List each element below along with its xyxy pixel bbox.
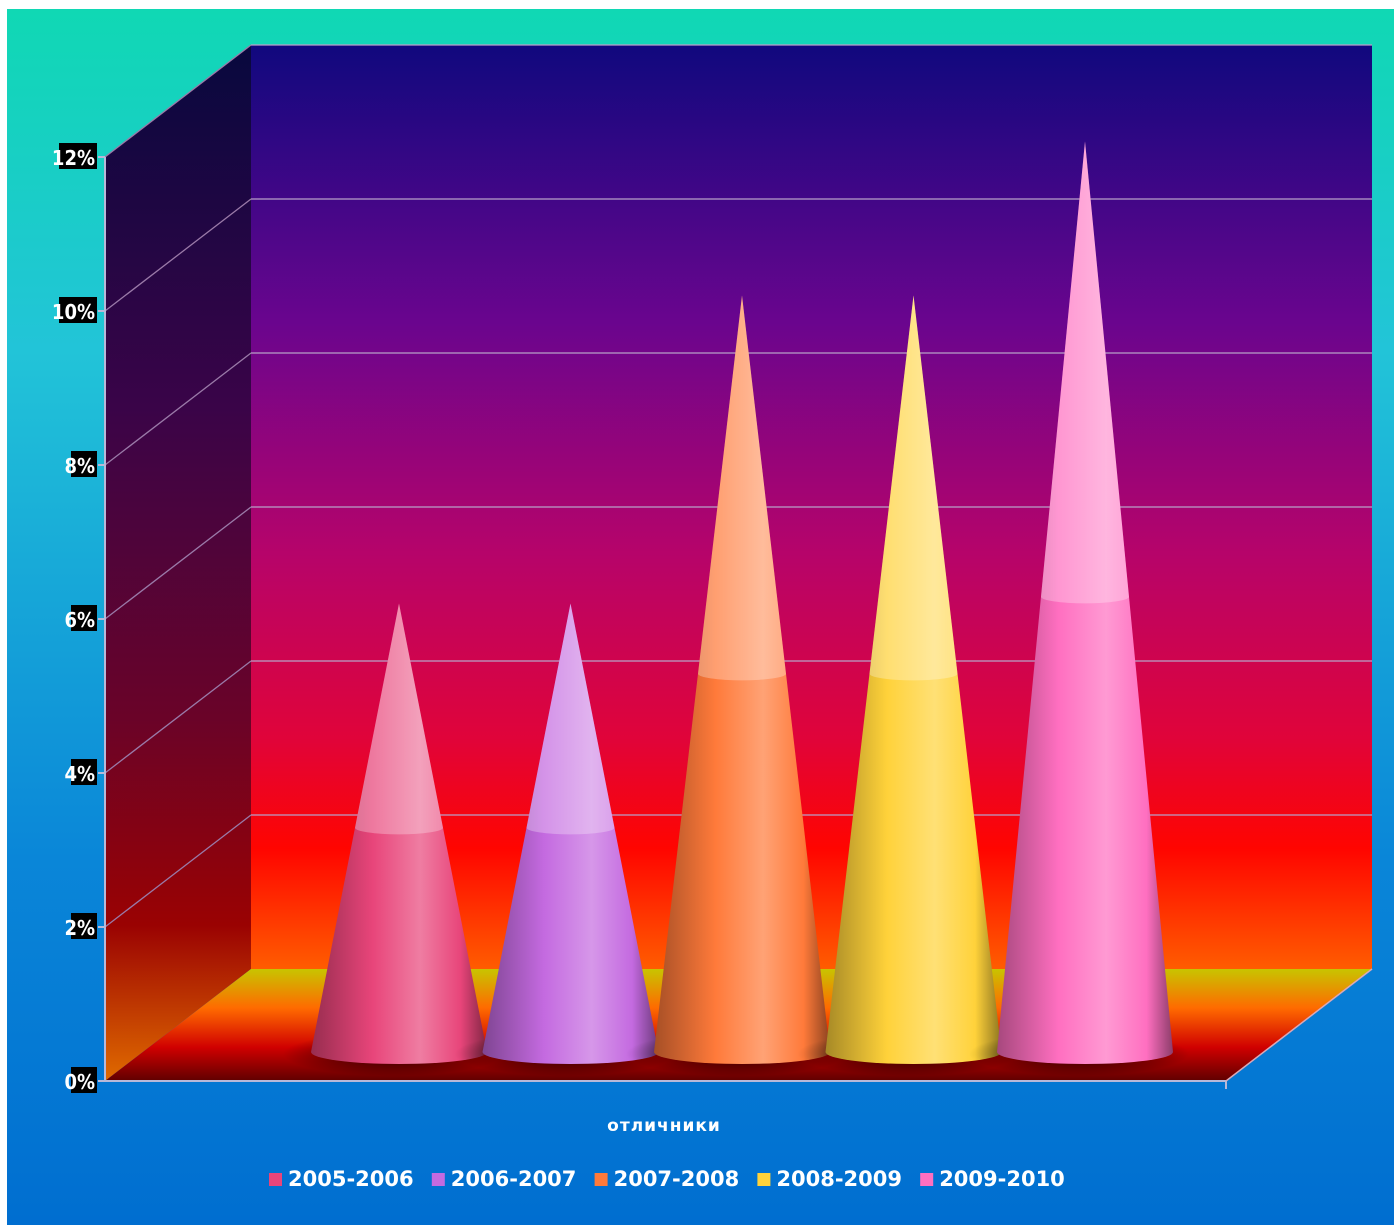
bar-cone-2009-2010: [969, 141, 1189, 1076]
legend-item-2008-2009: 2008-2009: [757, 1167, 902, 1191]
cone-body: [482, 603, 659, 1064]
y-tick-label-bg: [59, 143, 97, 169]
plot-area: 0% 2% 4% 6% 8% 10% 12%: [52, 44, 1373, 1094]
y-tick-label: 12%: [52, 146, 95, 170]
y-tick-label: 6%: [64, 608, 95, 632]
legend-item-2007-2008: 2007-2008: [594, 1167, 740, 1191]
legend-swatch: [920, 1173, 934, 1186]
cone-highlight: [355, 603, 443, 835]
gridline-side: [104, 198, 252, 312]
y-tick-label: 0%: [64, 1070, 95, 1094]
bar-cone-2008-2009: [797, 295, 1018, 1076]
cone-highlight: [698, 295, 786, 681]
legend-label: 2006-2007: [451, 1167, 577, 1191]
cone-highlight: [1041, 141, 1129, 604]
y-tick-label: 4%: [64, 762, 95, 786]
legend-item-2005-2006: 2005-2006: [269, 1167, 414, 1191]
gridline-side: [104, 660, 252, 774]
cone-body: [997, 141, 1173, 1064]
y-tick-label-bg: [71, 451, 97, 477]
legend-label: 2005-2006: [288, 1167, 414, 1191]
gridline-side: [104, 44, 252, 158]
cone-body: [825, 295, 1002, 1064]
cone-body: [311, 603, 487, 1064]
bar-cone-2007-2008: [626, 295, 846, 1076]
y-tick-label-bg: [71, 913, 97, 939]
legend-label: 2008-2009: [776, 1167, 902, 1191]
legend-label: 2007-2008: [614, 1167, 740, 1191]
legend-swatch: [269, 1173, 282, 1186]
legend-label: 2009-2010: [939, 1167, 1065, 1191]
legend-swatch: [431, 1173, 445, 1186]
legend: 2005-2006 2006-2007 2007-2008 2008-2009 2009…: [269, 1167, 1065, 1191]
y-tick-label: 10%: [52, 300, 95, 324]
legend-item-2006-2007: 2006-2007: [431, 1167, 577, 1191]
y-tick-label-bg: [71, 605, 97, 631]
gridline-side: [104, 814, 252, 928]
legend-item-2009-2010: 2009-2010: [920, 1167, 1065, 1191]
cone-body: [654, 295, 830, 1064]
y-tick-label-bg: [59, 297, 97, 323]
cone-highlight: [869, 295, 958, 681]
y-tick-label-bg: [71, 759, 97, 785]
y-tick-label-bg: [71, 1067, 97, 1093]
gridline-side: [104, 506, 252, 620]
legend-swatch: [594, 1173, 608, 1186]
chart-svg: 0% 2% 4% 6% 8% 10% 12% отличники 2005-2006 2006…: [7, 9, 1394, 1225]
legend-swatch: [757, 1173, 771, 1186]
y-tick-label: 2%: [64, 916, 95, 940]
y-tick-label: 8%: [64, 454, 95, 478]
floor-edge: [1225, 968, 1373, 1082]
cone-highlight: [526, 603, 615, 835]
gridline-side: [104, 352, 252, 466]
bar-cone-2006-2007: [454, 603, 675, 1076]
chart-frame: 0% 2% 4% 6% 8% 10% 12% отличники 2005-2006 2006…: [7, 9, 1394, 1225]
category-label: отличники: [607, 1116, 721, 1136]
bar-cone-2005-2006: [283, 603, 503, 1076]
